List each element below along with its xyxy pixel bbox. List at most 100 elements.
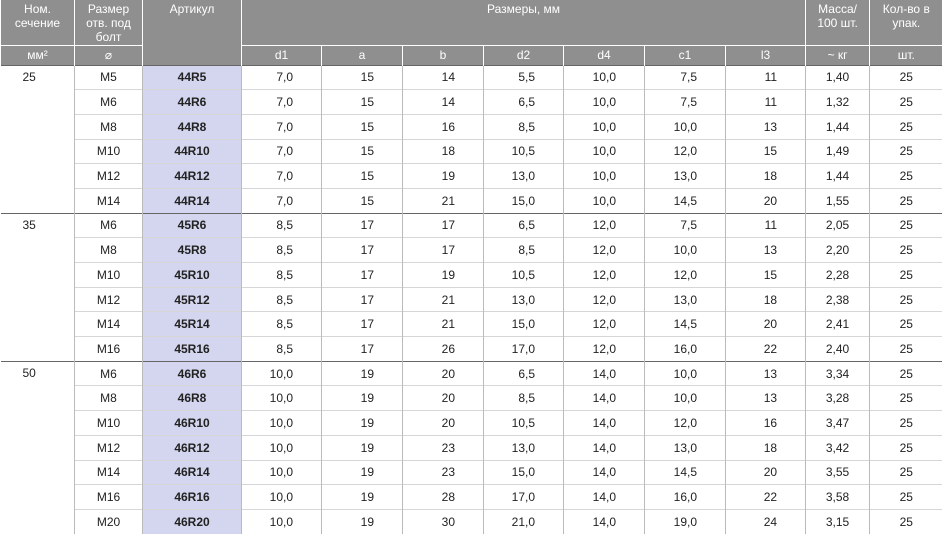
table-cell: 20 [402,410,484,436]
table-cell: 16 [724,410,806,436]
table-cell: 10,5 [483,138,564,164]
unit-cell: c1 [644,44,726,65]
table-cell: 10,0 [563,138,645,164]
unit-cell: мм² [0,44,75,65]
article-cell: 45R14 [142,311,242,337]
table-cell: 17 [321,237,403,263]
table-cell: 10,0 [563,113,645,140]
table-cell: 24 [724,508,806,534]
table-cell: 1,40 [805,64,870,90]
table-cell: M14 [74,187,143,214]
table-cell: 17 [321,262,403,288]
table-cell: 25 [869,138,942,164]
table-row: M6 44R6 7,0 15 14 6,5 10,0 7,5 11 1,32 25 [1,89,942,115]
table-cell: 13,0 [644,434,726,460]
unit-cell: l3 [724,44,806,65]
table-cell: 13,0 [483,163,564,189]
table-cell: 25 [869,360,942,386]
table-cell: 17,0 [483,484,564,510]
table-cell: 2,38 [805,286,870,312]
table-cell: 10,0 [563,187,645,214]
table-cell: 25 [869,434,942,460]
article-cell: 44R12 [142,163,242,189]
table-cell: 17 [321,336,403,362]
table-cell: M12 [74,286,143,312]
table-cell: 10,0 [241,360,322,386]
table-cell: 20 [402,385,484,411]
table-row: M10 46R10 10,0 19 20 10,5 14,0 12,0 16 3,47 25 [1,410,942,436]
header-row: Ном. сечение Размер отв. под болт Артикул Р… [0,0,942,65]
table-cell: 8,5 [483,113,564,140]
table-cell: M14 [74,311,143,337]
table-cell: 12,0 [563,336,645,362]
table-cell: 28 [402,484,484,510]
table-cell: 10,0 [644,385,726,411]
table-cell: 14,5 [644,459,726,485]
table-cell: 13 [724,113,806,140]
article-cell: 46R6 [142,360,242,386]
table-cell: 8,5 [241,286,322,312]
table-cell: M16 [74,484,143,510]
table-cell: 2,28 [805,262,870,288]
table-row: M12 45R12 8,5 17 21 13,0 12,0 13,0 18 2,38 25 [1,286,942,312]
table-cell: 16 [402,113,484,140]
table-cell: M6 [74,360,143,386]
table-cell: 15,0 [483,311,564,337]
table-cell: 10,0 [241,508,322,534]
article-cell: 45R16 [142,336,242,362]
table-cell: M8 [74,385,143,411]
article-cell: 45R12 [142,286,242,312]
table-cell: 13 [724,360,806,386]
table-row: M20 46R20 10,0 19 30 21,0 14,0 19,0 24 3,15 25 [1,508,942,534]
header-cell: Масса/ 100 шт. [805,0,870,45]
unit-cell: d1 [241,44,322,65]
table-cell: 15,0 [483,459,564,485]
table-cell: 1,44 [805,113,870,140]
table-cell: M14 [74,459,143,485]
article-cell: 45R10 [142,262,242,288]
table-cell: 20 [724,311,806,337]
table-cell: 1,49 [805,138,870,164]
article-cell: 46R20 [142,508,242,534]
table-cell: 25 [869,262,942,288]
table-cell: M12 [74,434,143,460]
article-cell: 45R8 [142,237,242,263]
unit-cell: a [321,44,403,65]
table-cell: 14,5 [644,311,726,337]
unit-cell: ⌀ [74,44,143,65]
table-cell: 20 [724,187,806,214]
table-cell: 12,0 [644,262,726,288]
table-cell: 12,0 [644,138,726,164]
table-cell: M6 [74,212,143,238]
table-cell: 7,0 [241,163,322,189]
table-cell: 19 [402,262,484,288]
unit-cell: ~ кг [805,44,870,65]
table-cell: 12,0 [644,410,726,436]
table-cell: 8,5 [241,311,322,337]
table-cell: 10,0 [563,64,645,90]
table-cell: 8,5 [241,336,322,362]
table-cell: 2,40 [805,336,870,362]
table-cell: 8,5 [483,237,564,263]
table-cell: 14,0 [563,385,645,411]
table-cell: 2,41 [805,311,870,337]
header-cell: Ном. сечение [0,0,75,45]
table-cell: 2,20 [805,237,870,263]
table-cell: 5,5 [483,64,564,90]
table-cell: M10 [74,410,143,436]
table-cell: 16,0 [644,336,726,362]
article-cell: 46R12 [142,434,242,460]
article-cell: 44R6 [142,89,242,115]
table-cell: 21,0 [483,508,564,534]
table-cell: 3,34 [805,360,870,386]
table-cell: M8 [74,113,143,140]
table-cell: 25 [869,237,942,263]
table-cell: 1,55 [805,187,870,214]
article-cell: 46R10 [142,410,242,436]
table-cell: 7,0 [241,89,322,115]
table-cell: 19,0 [644,508,726,534]
table-cell: 25 [869,410,942,436]
table-cell: 10,0 [563,89,645,115]
table-cell: 8,5 [241,212,322,238]
table-cell: 8,5 [483,385,564,411]
